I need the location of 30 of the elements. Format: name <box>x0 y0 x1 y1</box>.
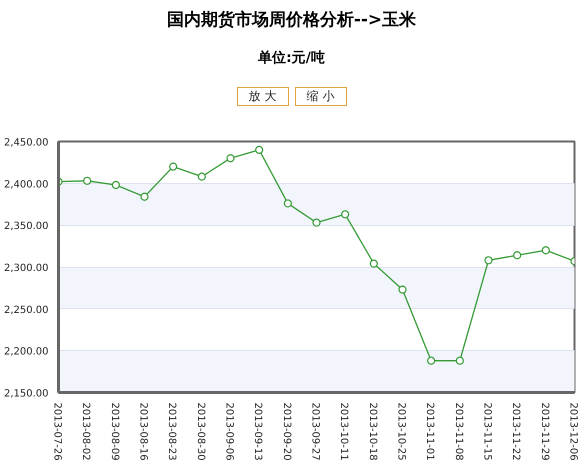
button: 缩 小 <box>294 87 346 106</box>
y-tick-label: 2,300.00 <box>4 263 48 274</box>
x-tick-label: 2013-10-11 <box>338 402 350 461</box>
x-tick-label: 2013-11-01 <box>424 402 436 461</box>
x-tick-label: 2013-11-29 <box>538 402 550 461</box>
x-tick-label: 2013-08-16 <box>138 402 148 461</box>
x-tick-label: 2013-12-06 <box>568 402 578 461</box>
y-tick-label: 2,350.00 <box>4 221 48 232</box>
x-tick-label: 2013-10-18 <box>366 402 378 461</box>
x-tick-label: 2013-11-22 <box>510 402 522 461</box>
x-tick-label: 2013-11-15 <box>482 402 492 461</box>
x-tick-label: 2013-08-02 <box>80 402 92 461</box>
x-tick-label: 2013-11-08 <box>452 402 464 461</box>
x-tick-label: 2013-09-06 <box>224 402 234 461</box>
x-tick-label: 2013-09-13 <box>252 402 264 461</box>
chart-subtitle: 单位:元/吨 <box>257 49 326 68</box>
x-tick-label: 2013-08-09 <box>108 402 120 461</box>
x-tick-label: 2013-08-30 <box>194 402 206 461</box>
x-tick-label: 2013-07-26 <box>52 402 62 461</box>
x-tick-label: 2013-09-27 <box>310 402 320 461</box>
y-tick-label: 2,400.00 <box>4 179 48 190</box>
x-tick-label: 2013-10-25 <box>396 402 406 461</box>
x-tick-label: 2013-08-23 <box>166 402 178 461</box>
y-tick-label: 2,250.00 <box>4 304 48 316</box>
x-tick-label: 2013-09-20 <box>280 402 292 461</box>
y-tick-label: 2,200.00 <box>4 346 48 358</box>
chart-title: 国内期货市场周价格分析-->玉米 <box>166 9 418 32</box>
button: 放 大 <box>236 87 288 106</box>
y-tick-label: 2,450.00 <box>4 138 48 148</box>
y-tick-label: 2,150.00 <box>4 388 48 400</box>
